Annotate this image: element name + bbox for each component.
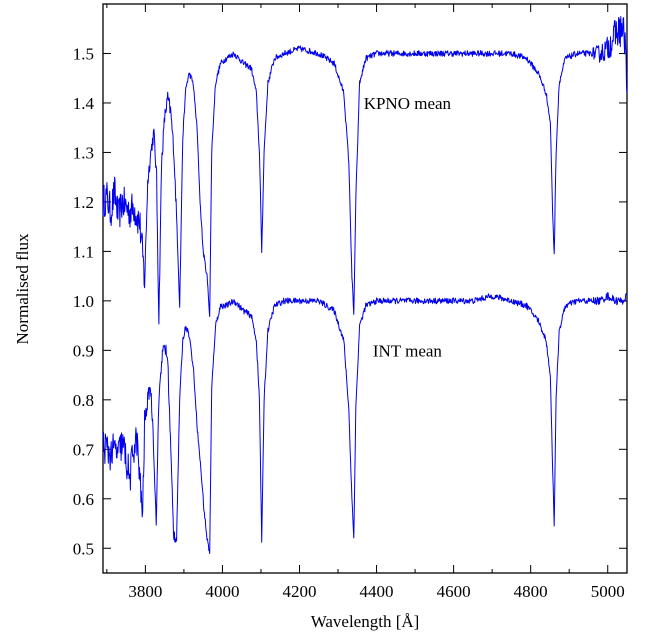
- x-tick-label: 3800: [128, 582, 162, 601]
- x-tick-label: 5000: [591, 582, 625, 601]
- x-tick-label: 4400: [360, 582, 394, 601]
- y-tick-label: 0.5: [73, 539, 94, 558]
- y-tick-label: 1.0: [73, 292, 94, 311]
- y-tick-label: 1.4: [73, 94, 95, 113]
- series-label-int: INT mean: [373, 341, 443, 360]
- series-label-kpno: KPNO mean: [364, 94, 452, 113]
- x-tick-label: 4800: [514, 582, 548, 601]
- axis-ticks: [103, 4, 627, 573]
- y-tick-label: 1.5: [73, 44, 94, 63]
- y-tick-label: 0.9: [73, 341, 94, 360]
- y-tick-label: 1.2: [73, 193, 94, 212]
- plot-frame: [102, 3, 628, 574]
- y-tick-label: 1.1: [73, 242, 94, 261]
- x-tick-label: 4200: [283, 582, 317, 601]
- series-line-kpno: [102, 16, 628, 325]
- y-axis-label: Normalised flux: [13, 233, 32, 344]
- series-group: [102, 16, 628, 554]
- y-tick-label: 0.7: [73, 440, 95, 459]
- x-tick-labels: 3800 4000 4200 4400 4600 4800 5000: [128, 582, 624, 601]
- series-labels: KPNO mean INT mean: [364, 94, 452, 360]
- x-axis-label: Wavelength [Å]: [311, 612, 420, 631]
- y-tick-label: 0.6: [73, 490, 94, 509]
- x-tick-label: 4000: [205, 582, 239, 601]
- series-line-int: [102, 291, 628, 554]
- y-tick-labels: 0.5 0.6 0.7 0.8 0.9 1.0 1.1 1.2 1.3 1.4 1.5: [73, 44, 95, 558]
- x-tick-label: 4600: [437, 582, 471, 601]
- y-tick-label: 0.8: [73, 391, 94, 410]
- y-tick-label: 1.3: [73, 143, 94, 162]
